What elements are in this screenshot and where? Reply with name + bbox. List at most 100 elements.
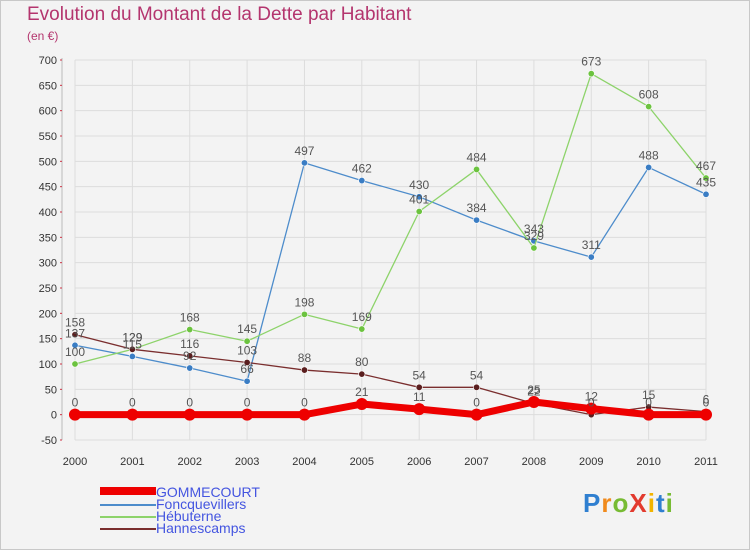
data-point-gommecourt bbox=[413, 403, 426, 416]
data-label-foncquevillers: 115 bbox=[123, 337, 142, 351]
data-label-hannescamps: 6 bbox=[703, 393, 710, 407]
data-label-hebuterne: 401 bbox=[409, 192, 429, 206]
x-tick-label: 2004 bbox=[292, 456, 316, 468]
data-point-gommecourt bbox=[700, 408, 712, 421]
x-tick-label: 2011 bbox=[694, 456, 718, 468]
data-label-hebuterne: 169 bbox=[352, 310, 372, 324]
data-point-gommecourt bbox=[527, 396, 540, 408]
y-tick-label: 0 bbox=[51, 410, 57, 422]
y-tick-label: 400 bbox=[39, 207, 57, 219]
data-point-foncquevillers bbox=[645, 163, 653, 171]
logo-letter: X bbox=[629, 488, 648, 518]
series-line-hebuterne bbox=[74, 73, 707, 365]
y-tick-label: 150 bbox=[39, 334, 57, 346]
x-tick-label: 2002 bbox=[177, 456, 201, 468]
data-label-hannescamps: 129 bbox=[122, 330, 142, 344]
data-label-foncquevillers: 137 bbox=[65, 326, 85, 340]
data-point-foncquevillers bbox=[300, 159, 308, 167]
data-label-foncquevillers: 66 bbox=[240, 362, 254, 376]
data-label-hannescamps: 158 bbox=[65, 316, 85, 330]
data-point-hebuterne bbox=[358, 325, 366, 333]
data-point-hannescamps bbox=[186, 352, 194, 360]
data-label-foncquevillers: 311 bbox=[582, 238, 601, 252]
data-label-hannescamps: 116 bbox=[180, 337, 199, 351]
y-tick-label: -50 bbox=[41, 435, 57, 447]
data-point-hebuterne bbox=[702, 174, 710, 182]
y-tick-label: 500 bbox=[39, 156, 57, 168]
y-tick-label: 700 bbox=[39, 55, 57, 67]
legend-label-hannescamps: Hannescamps bbox=[156, 520, 246, 536]
y-tick-label: 650 bbox=[39, 80, 57, 92]
series-line-foncquevillers bbox=[74, 162, 707, 382]
y-tick-label: 300 bbox=[39, 258, 57, 270]
logo-letter: i bbox=[647, 488, 656, 518]
data-point-foncquevillers bbox=[186, 364, 194, 372]
data-label-foncquevillers: 488 bbox=[639, 148, 659, 162]
data-point-hebuterne bbox=[243, 337, 251, 345]
data-label-gommecourt: 25 bbox=[527, 383, 541, 397]
data-point-hannescamps bbox=[243, 358, 251, 366]
data-label-hebuterne: 329 bbox=[524, 229, 544, 243]
y-tick-label: 550 bbox=[39, 131, 57, 143]
data-point-foncquevillers bbox=[358, 177, 366, 185]
y-tick-label: 100 bbox=[39, 359, 57, 371]
legend-label-hebuterne: Hébuterne bbox=[156, 508, 222, 524]
data-label-hebuterne: 129 bbox=[122, 330, 142, 344]
x-tick-label: 2010 bbox=[636, 456, 660, 468]
data-point-hebuterne bbox=[300, 310, 308, 318]
data-label-gommecourt: 0 bbox=[301, 396, 308, 410]
data-label-hebuterne: 198 bbox=[294, 295, 314, 309]
y-tick-label: 200 bbox=[39, 308, 57, 320]
data-point-hannescamps bbox=[128, 345, 136, 353]
x-tick-label: 2001 bbox=[120, 456, 144, 468]
data-point-foncquevillers bbox=[702, 190, 710, 198]
x-tick-label: 2000 bbox=[63, 456, 87, 468]
data-point-gommecourt bbox=[298, 408, 311, 421]
data-point-hannescamps bbox=[300, 366, 308, 374]
data-point-hebuterne bbox=[71, 360, 79, 368]
data-label-hannescamps: 22 bbox=[527, 385, 541, 399]
data-point-foncquevillers bbox=[415, 193, 423, 201]
data-point-gommecourt bbox=[126, 408, 139, 421]
data-label-gommecourt: 11 bbox=[413, 390, 426, 404]
logo-letter: r bbox=[601, 488, 613, 518]
y-tick-label: 450 bbox=[39, 182, 57, 194]
x-tick-label: 2008 bbox=[522, 456, 546, 468]
series-line-hannescamps bbox=[74, 333, 707, 416]
y-tick-label: 600 bbox=[39, 106, 57, 118]
data-point-hannescamps bbox=[358, 370, 366, 378]
data-label-hannescamps: 0 bbox=[588, 396, 595, 410]
logo-letter: o bbox=[612, 488, 630, 518]
data-label-gommecourt: 0 bbox=[645, 396, 652, 410]
data-label-gommecourt: 0 bbox=[703, 396, 710, 410]
data-point-gommecourt bbox=[585, 402, 598, 415]
data-label-foncquevillers: 384 bbox=[467, 201, 487, 215]
data-label-hebuterne: 673 bbox=[581, 55, 601, 69]
data-point-hannescamps bbox=[71, 331, 79, 339]
data-label-gommecourt: 0 bbox=[244, 396, 251, 410]
x-tick-label: 2007 bbox=[464, 456, 488, 468]
data-label-hannescamps: 88 bbox=[298, 351, 312, 365]
data-label-gommecourt: 0 bbox=[129, 396, 136, 410]
data-label-gommecourt: 0 bbox=[186, 396, 193, 410]
data-label-hebuterne: 145 bbox=[237, 322, 257, 336]
data-label-gommecourt: 0 bbox=[72, 396, 79, 410]
y-tick-label: 250 bbox=[39, 283, 57, 295]
data-point-foncquevillers bbox=[128, 352, 136, 360]
data-label-hebuterne: 467 bbox=[696, 159, 716, 173]
data-label-hannescamps: 54 bbox=[470, 368, 484, 382]
series-line-gommecourt bbox=[71, 398, 710, 419]
data-point-hebuterne bbox=[415, 207, 423, 215]
y-tick-label: 350 bbox=[39, 232, 57, 244]
data-label-gommecourt: 21 bbox=[355, 385, 369, 399]
data-label-hannescamps: 54 bbox=[413, 368, 427, 382]
data-label-hannescamps: 15 bbox=[642, 388, 656, 402]
data-point-gommecourt bbox=[470, 408, 483, 421]
data-point-gommecourt bbox=[183, 408, 196, 421]
data-point-gommecourt bbox=[642, 408, 655, 421]
legend-swatch-hannescamps bbox=[100, 528, 156, 530]
data-point-hebuterne bbox=[186, 326, 194, 334]
legend-swatch-hebuterne bbox=[100, 516, 156, 518]
logo-letter: t bbox=[655, 488, 666, 518]
